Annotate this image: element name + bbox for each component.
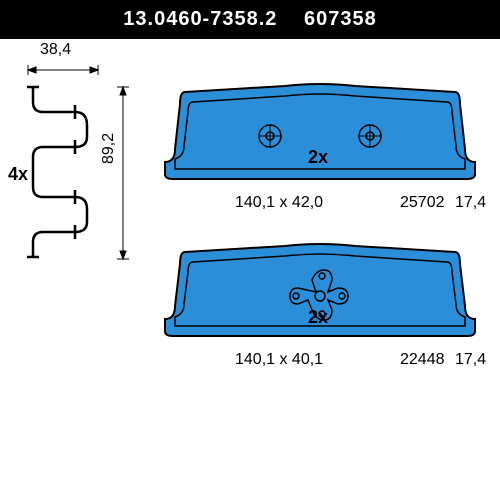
content-area: 38,4 89,2 4x: [0, 39, 500, 499]
pad-bottom-thickness: 17,4: [455, 351, 486, 369]
clip-qty: 4x: [8, 164, 28, 185]
clip-width-label: 38,4: [40, 41, 71, 59]
clip-height-label: 89,2: [100, 133, 118, 164]
clip-drawing: [25, 77, 105, 272]
alt-number: 607358: [304, 8, 377, 30]
pad-top-qty: 2x: [308, 147, 328, 168]
pad-bottom-dims: 140,1 x 40,1: [235, 351, 323, 369]
pad-bottom-qty: 2x: [308, 307, 328, 328]
header-bar: 13.0460-7358.2 607358: [0, 0, 500, 39]
diagram-container: 13.0460-7358.2 607358 38,4: [0, 0, 500, 500]
clip-height-dim: [105, 79, 145, 274]
pad-top-dims: 140,1 x 42,0: [235, 194, 323, 212]
pad-top-drawing: [155, 74, 485, 194]
pad-bottom-code: 22448: [400, 351, 445, 369]
pad-top-thickness: 17,4: [455, 194, 486, 212]
pad-bottom-drawing: [155, 234, 485, 354]
part-number: 13.0460-7358.2: [123, 8, 277, 30]
pad-top-code: 25702: [400, 194, 445, 212]
